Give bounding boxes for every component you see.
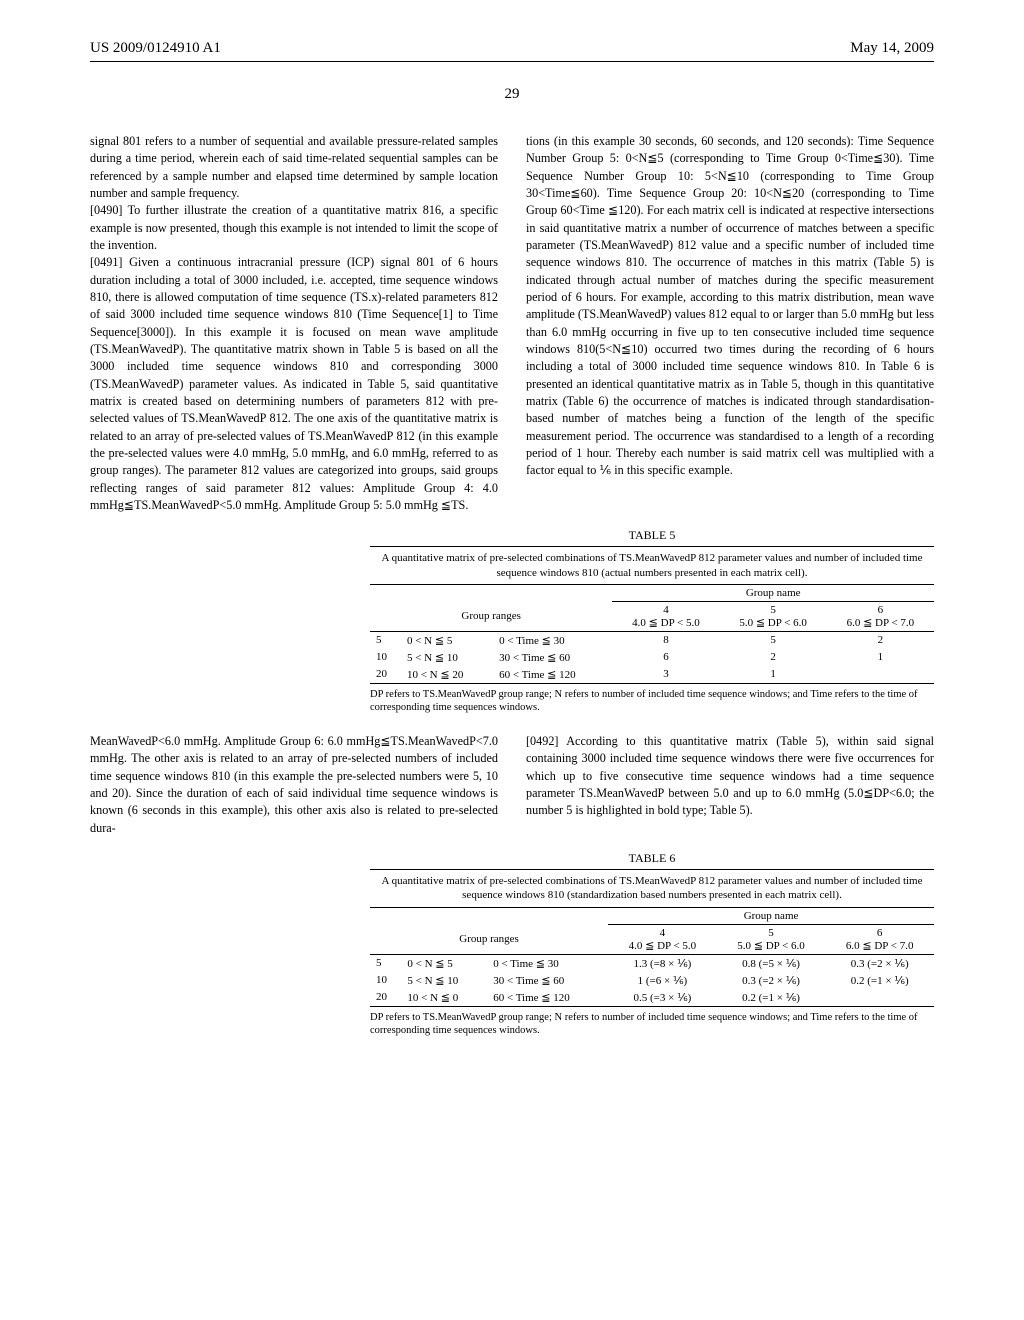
patent-number: US 2009/0124910 A1 (90, 40, 221, 57)
table5-label: TABLE 5 (370, 528, 934, 543)
table5-block: TABLE 5 A quantitative matrix of pre-sel… (370, 528, 934, 715)
group-name-header: Group name (612, 585, 934, 602)
table5: Group name Group ranges 44.0 ≦ DP < 5.0 … (370, 585, 934, 684)
table-row: 10 5 < N ≦ 10 30 < Time ≦ 60 1 (=6 × ⅙) … (370, 972, 934, 989)
para-text: Given a continuous intracranial pressure… (90, 255, 498, 512)
table-row: Group name (370, 585, 934, 602)
col-header: 55.0 ≦ DP < 6.0 (717, 924, 826, 954)
patent-date: May 14, 2009 (850, 40, 934, 57)
table6-caption: A quantitative matrix of pre-selected co… (370, 869, 934, 908)
para-text: signal 801 refers to a number of sequent… (90, 134, 498, 200)
table5-footnote: DP refers to TS.MeanWavedP group range; … (370, 688, 934, 715)
col-header: 44.0 ≦ DP < 5.0 (612, 601, 719, 631)
table6: Group name Group ranges 44.0 ≦ DP < 5.0 … (370, 908, 934, 1007)
table6-label: TABLE 6 (370, 851, 934, 866)
para-number: [0490] (90, 203, 123, 217)
group-ranges-header: Group ranges (370, 924, 608, 954)
table6-block: TABLE 6 A quantitative matrix of pre-sel… (370, 851, 934, 1038)
table-row: 20 10 < N ≦ 20 60 < Time ≦ 120 3 1 (370, 666, 934, 684)
col-header: 44.0 ≦ DP < 5.0 (608, 924, 717, 954)
table-row: Group ranges 44.0 ≦ DP < 5.0 55.0 ≦ DP <… (370, 924, 934, 954)
table-row: Group name (370, 908, 934, 925)
col-header: 66.0 ≦ DP < 7.0 (825, 924, 934, 954)
left-column: signal 801 refers to a number of sequent… (90, 133, 498, 514)
para-text: To further illustrate the creation of a … (90, 203, 498, 252)
group-name-header: Group name (608, 908, 934, 925)
mid-columns: MeanWavedP<6.0 mmHg. Amplitude Group 6: … (90, 733, 934, 837)
page-number: 29 (90, 86, 934, 103)
table-row: 10 5 < N ≦ 10 30 < Time ≦ 60 6 2 1 (370, 649, 934, 666)
para-number: [0491] (90, 255, 123, 269)
table6-footnote: DP refers to TS.MeanWavedP group range; … (370, 1011, 934, 1038)
col-header: 55.0 ≦ DP < 6.0 (720, 601, 827, 631)
para-text: MeanWavedP<6.0 mmHg. Amplitude Group 6: … (90, 734, 498, 835)
table-row: Group ranges 44.0 ≦ DP < 5.0 55.0 ≦ DP <… (370, 601, 934, 631)
right-column: [0492] According to this quantitative ma… (526, 733, 934, 837)
col-header: 66.0 ≦ DP < 7.0 (827, 601, 934, 631)
table-row: 5 0 < N ≦ 5 0 < Time ≦ 30 1.3 (=8 × ⅙) 0… (370, 954, 934, 972)
right-column: tions (in this example 30 seconds, 60 se… (526, 133, 934, 514)
top-columns: signal 801 refers to a number of sequent… (90, 133, 934, 514)
table-row: 20 10 < N ≦ 0 60 < Time ≦ 120 0.5 (=3 × … (370, 989, 934, 1007)
para-text: According to this quantitative matrix (T… (526, 734, 934, 817)
para-text: tions (in this example 30 seconds, 60 se… (526, 134, 934, 477)
left-column: MeanWavedP<6.0 mmHg. Amplitude Group 6: … (90, 733, 498, 837)
para-number: [0492] (526, 734, 559, 748)
table-row: 5 0 < N ≦ 5 0 < Time ≦ 30 8 5 2 (370, 631, 934, 649)
group-ranges-header: Group ranges (370, 601, 612, 631)
page-header: US 2009/0124910 A1 May 14, 2009 (90, 40, 934, 62)
table5-caption: A quantitative matrix of pre-selected co… (370, 546, 934, 585)
